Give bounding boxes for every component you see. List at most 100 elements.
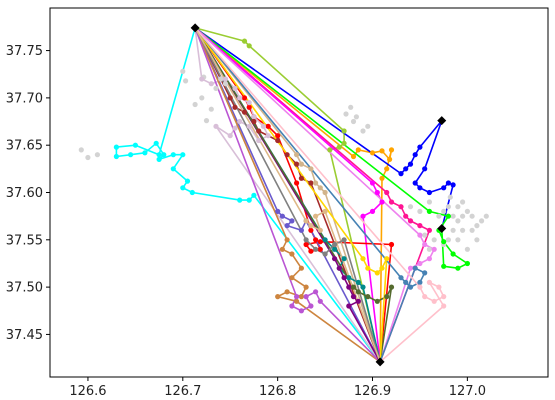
background-point: [360, 128, 366, 134]
route-point: [313, 180, 319, 186]
route-point: [417, 223, 423, 229]
route-point: [317, 239, 323, 245]
route-point: [294, 180, 300, 186]
route-point: [260, 123, 266, 129]
route-point: [426, 227, 432, 233]
route-point: [284, 223, 290, 229]
route-point: [387, 156, 393, 162]
route-point: [156, 156, 162, 162]
route-point: [294, 152, 300, 158]
route-point: [251, 114, 257, 120]
route-point: [384, 166, 390, 172]
route-point: [246, 197, 252, 203]
route-point: [294, 294, 300, 300]
route-point: [128, 152, 134, 158]
route-point: [289, 218, 295, 224]
route-point: [426, 208, 432, 214]
route-point: [275, 208, 281, 214]
route-point: [441, 185, 447, 191]
route-point: [284, 289, 290, 295]
route-point: [417, 232, 423, 238]
route-point: [407, 161, 414, 167]
route-point: [360, 213, 366, 219]
route-point: [246, 104, 252, 110]
route-point: [251, 118, 257, 125]
route-point: [388, 199, 395, 205]
route-point: [407, 265, 414, 271]
background-point: [350, 118, 357, 125]
route-point: [142, 150, 148, 156]
y-tick-label: 37.70: [6, 91, 43, 106]
route-point: [294, 298, 300, 304]
route-point: [350, 294, 357, 300]
background-point: [78, 147, 84, 153]
route-point: [161, 152, 167, 158]
background-point: [441, 208, 447, 214]
background-point: [222, 81, 229, 87]
background-point: [460, 199, 466, 205]
route-point: [227, 133, 233, 139]
route-point: [346, 275, 352, 281]
route-point: [379, 175, 385, 181]
background-point: [436, 213, 442, 219]
route-point: [445, 180, 451, 186]
route-point: [303, 218, 309, 224]
route-point: [308, 166, 314, 172]
route-point: [341, 275, 347, 281]
background-point: [431, 237, 437, 243]
background-point: [192, 101, 198, 108]
route-point: [403, 213, 409, 219]
background-point: [474, 237, 480, 243]
route-point: [341, 128, 347, 134]
route-point: [265, 123, 271, 129]
route-point: [379, 199, 385, 205]
route-point: [426, 256, 432, 262]
background-point: [479, 218, 485, 224]
route-point: [156, 152, 162, 158]
route-point: [450, 182, 456, 188]
route-point: [379, 265, 385, 271]
route-point: [341, 256, 347, 262]
background-point: [460, 213, 466, 219]
route-point: [313, 289, 319, 295]
background-point: [183, 78, 189, 84]
depot-markers: [190, 23, 447, 367]
route-point: [246, 100, 252, 106]
route-point: [369, 208, 376, 214]
route-point: [322, 251, 328, 257]
route-point: [298, 161, 304, 167]
route-point: [313, 213, 319, 219]
route-point: [412, 152, 418, 158]
route-point: [303, 241, 309, 248]
route-point: [450, 251, 456, 257]
route-point: [417, 279, 423, 285]
route-point: [298, 308, 304, 314]
background-point: [180, 68, 186, 74]
route-point: [365, 265, 371, 271]
route-point: [422, 166, 428, 172]
route-point: [284, 152, 290, 158]
route-point: [289, 251, 295, 257]
route-point: [327, 147, 333, 153]
route-point: [184, 178, 191, 184]
route-point: [407, 218, 414, 224]
route-point: [232, 104, 238, 110]
route-point: [303, 284, 309, 290]
route-point: [398, 204, 404, 210]
background-point: [218, 76, 224, 82]
route-point: [355, 289, 361, 295]
background-point: [464, 246, 470, 252]
route-point: [426, 189, 432, 196]
route-point: [417, 185, 423, 191]
x-tick-label: 126.7: [164, 384, 201, 399]
background-point: [417, 208, 423, 214]
route-point: [445, 213, 451, 219]
background-points: [78, 68, 489, 252]
route-point: [422, 270, 428, 276]
y-tick-label: 37.60: [6, 186, 43, 201]
y-tick-label: 37.45: [6, 328, 43, 343]
route-point: [256, 128, 262, 134]
route-point: [246, 43, 252, 49]
background-point: [407, 204, 414, 210]
route-point: [294, 161, 300, 167]
